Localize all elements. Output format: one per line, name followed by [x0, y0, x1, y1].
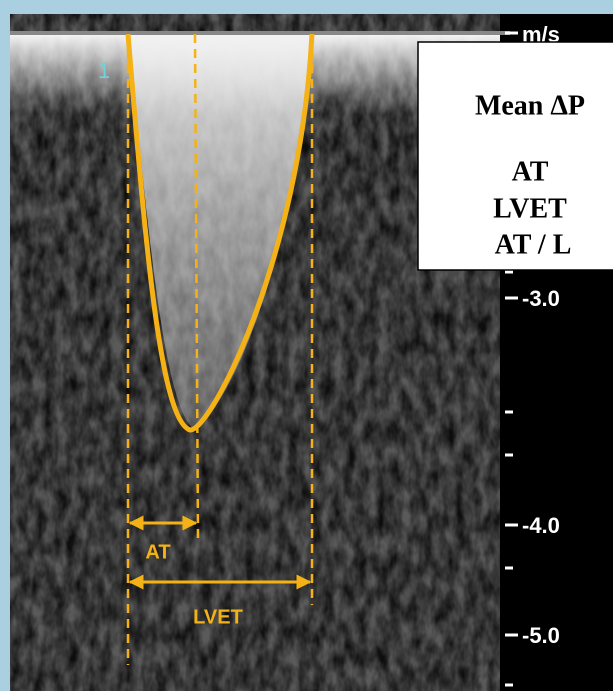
guide-lines: [126, 33, 314, 665]
scale-label: -4.0: [522, 513, 560, 538]
scale-label: -5.0: [522, 623, 560, 648]
lvet-label: LVET: [193, 606, 243, 628]
velocity-trace: [125, 33, 315, 433]
info-box: [417, 41, 613, 271]
marker-label: 1: [98, 58, 110, 83]
info-line: AT: [512, 156, 549, 187]
info-line: LVET: [493, 193, 567, 224]
scale-ticks: [505, 31, 518, 687]
scale-label: -3.0: [522, 286, 560, 311]
flow-envelope: [128, 34, 312, 430]
at-label: AT: [145, 541, 170, 563]
info-line: AT / L: [495, 229, 572, 260]
info-line: Mean ΔP: [475, 90, 585, 121]
